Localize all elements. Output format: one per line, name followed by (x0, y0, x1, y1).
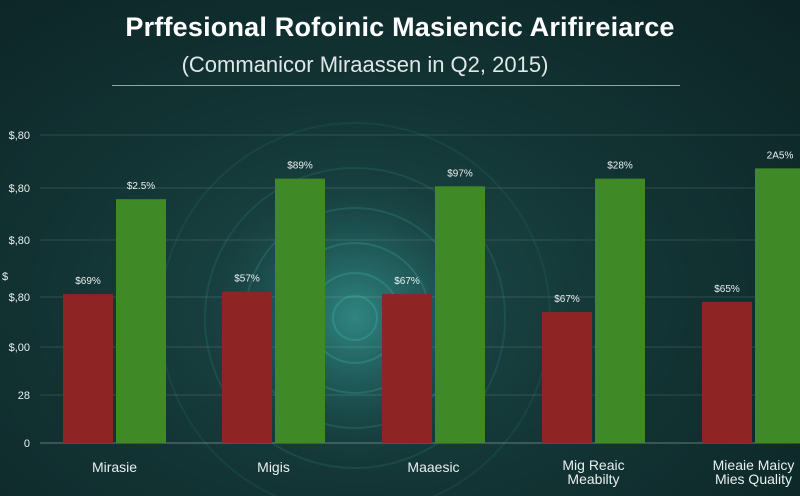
bar-value-label: $57% (234, 274, 260, 285)
x-axis-label: Meabilty (567, 471, 619, 487)
x-axis-label: Mieaie Maicy (713, 457, 795, 473)
bar (755, 168, 800, 443)
x-axis-label: Mig Reaic (562, 457, 624, 473)
bars (63, 168, 800, 444)
x-axis-label: Mirasie (92, 459, 137, 475)
chart-subtitle: (Commanicor Miraassen in Q2, 2015) (181, 52, 549, 77)
title-divider (112, 85, 680, 86)
bar-value-label: $2.5% (127, 181, 155, 192)
bar (382, 294, 432, 443)
value-labels: $69% $57% $67% $67% $65% $2.5% $89% $97% $28% 2A5… (75, 150, 793, 305)
y-tick-label: $,80 (9, 130, 30, 142)
bar-value-label: $97% (447, 168, 473, 179)
bar (222, 291, 272, 443)
bar (116, 199, 166, 443)
y-tick-label: $,00 (9, 342, 30, 354)
bar-value-label: $28% (607, 161, 633, 172)
ripple-ring (204, 167, 506, 469)
x-axis-label: Maaesic (407, 459, 459, 475)
chart-title: Prffesional Rofoinic Masiencic Arifireia… (125, 12, 675, 42)
y-tick-label: 0 (24, 438, 30, 450)
bar-value-label: $69% (75, 276, 101, 287)
y-tick-label: $,80 (9, 235, 30, 247)
bar-value-label: $65% (714, 284, 740, 295)
bar-value-label: $67% (554, 294, 580, 305)
ripple-ring (332, 295, 378, 341)
bar-value-label: $89% (287, 161, 313, 172)
y-tick-label: $,80 (9, 292, 30, 304)
bar (595, 178, 645, 443)
bar (275, 178, 325, 443)
y-axis-mid-label: $ (2, 271, 8, 283)
background-ripple (159, 122, 551, 496)
bar-value-label: 2A5% (767, 150, 794, 161)
y-tick-label: $,80 (9, 183, 30, 195)
x-axis-label: Migis (257, 459, 290, 475)
bar-value-label: $67% (394, 276, 420, 287)
bar (63, 294, 113, 443)
bar (542, 312, 592, 443)
x-axis-label: Mies Quality (715, 471, 792, 487)
bar (435, 186, 485, 444)
y-tick-label: 28 (18, 390, 30, 402)
bar (702, 301, 752, 443)
y-axis-ticks: $,80 $,80 $,80 $,80 $,00 28 0 $ (2, 130, 30, 450)
